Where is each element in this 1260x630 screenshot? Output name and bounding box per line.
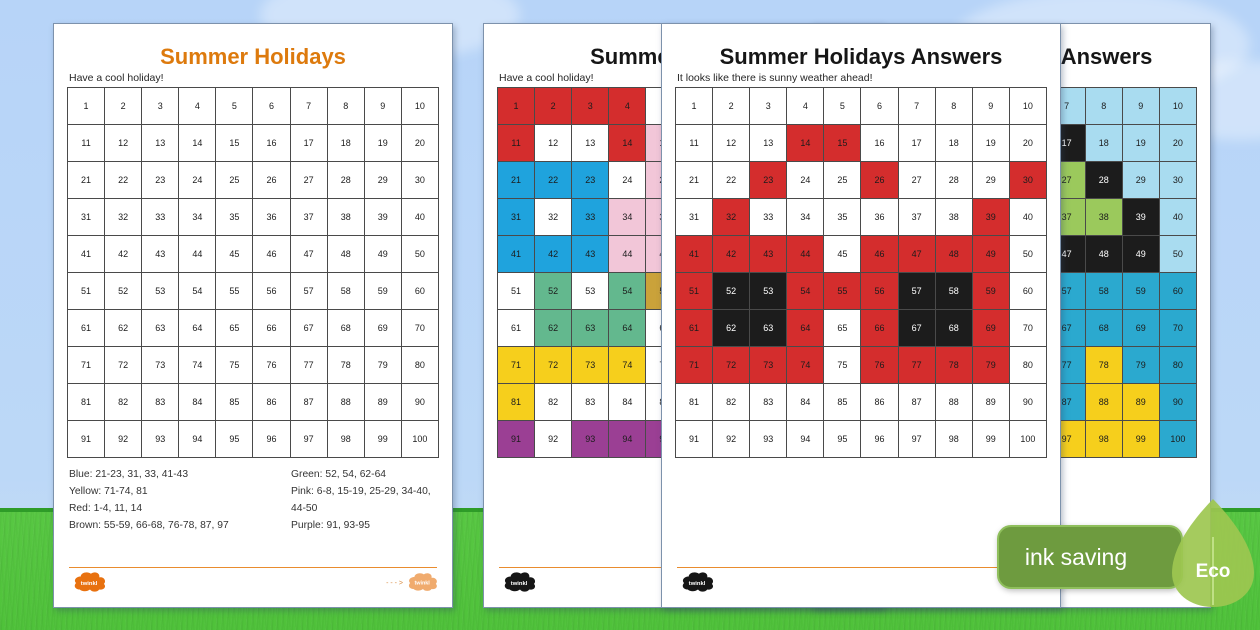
svg-text:twinkl: twinkl xyxy=(511,581,528,587)
svg-text:twinkl: twinkl xyxy=(689,581,706,587)
svg-text:twinkl: twinkl xyxy=(81,581,98,587)
svg-text:Eco: Eco xyxy=(1196,561,1231,582)
svg-text:twinkl: twinkl xyxy=(415,581,431,587)
